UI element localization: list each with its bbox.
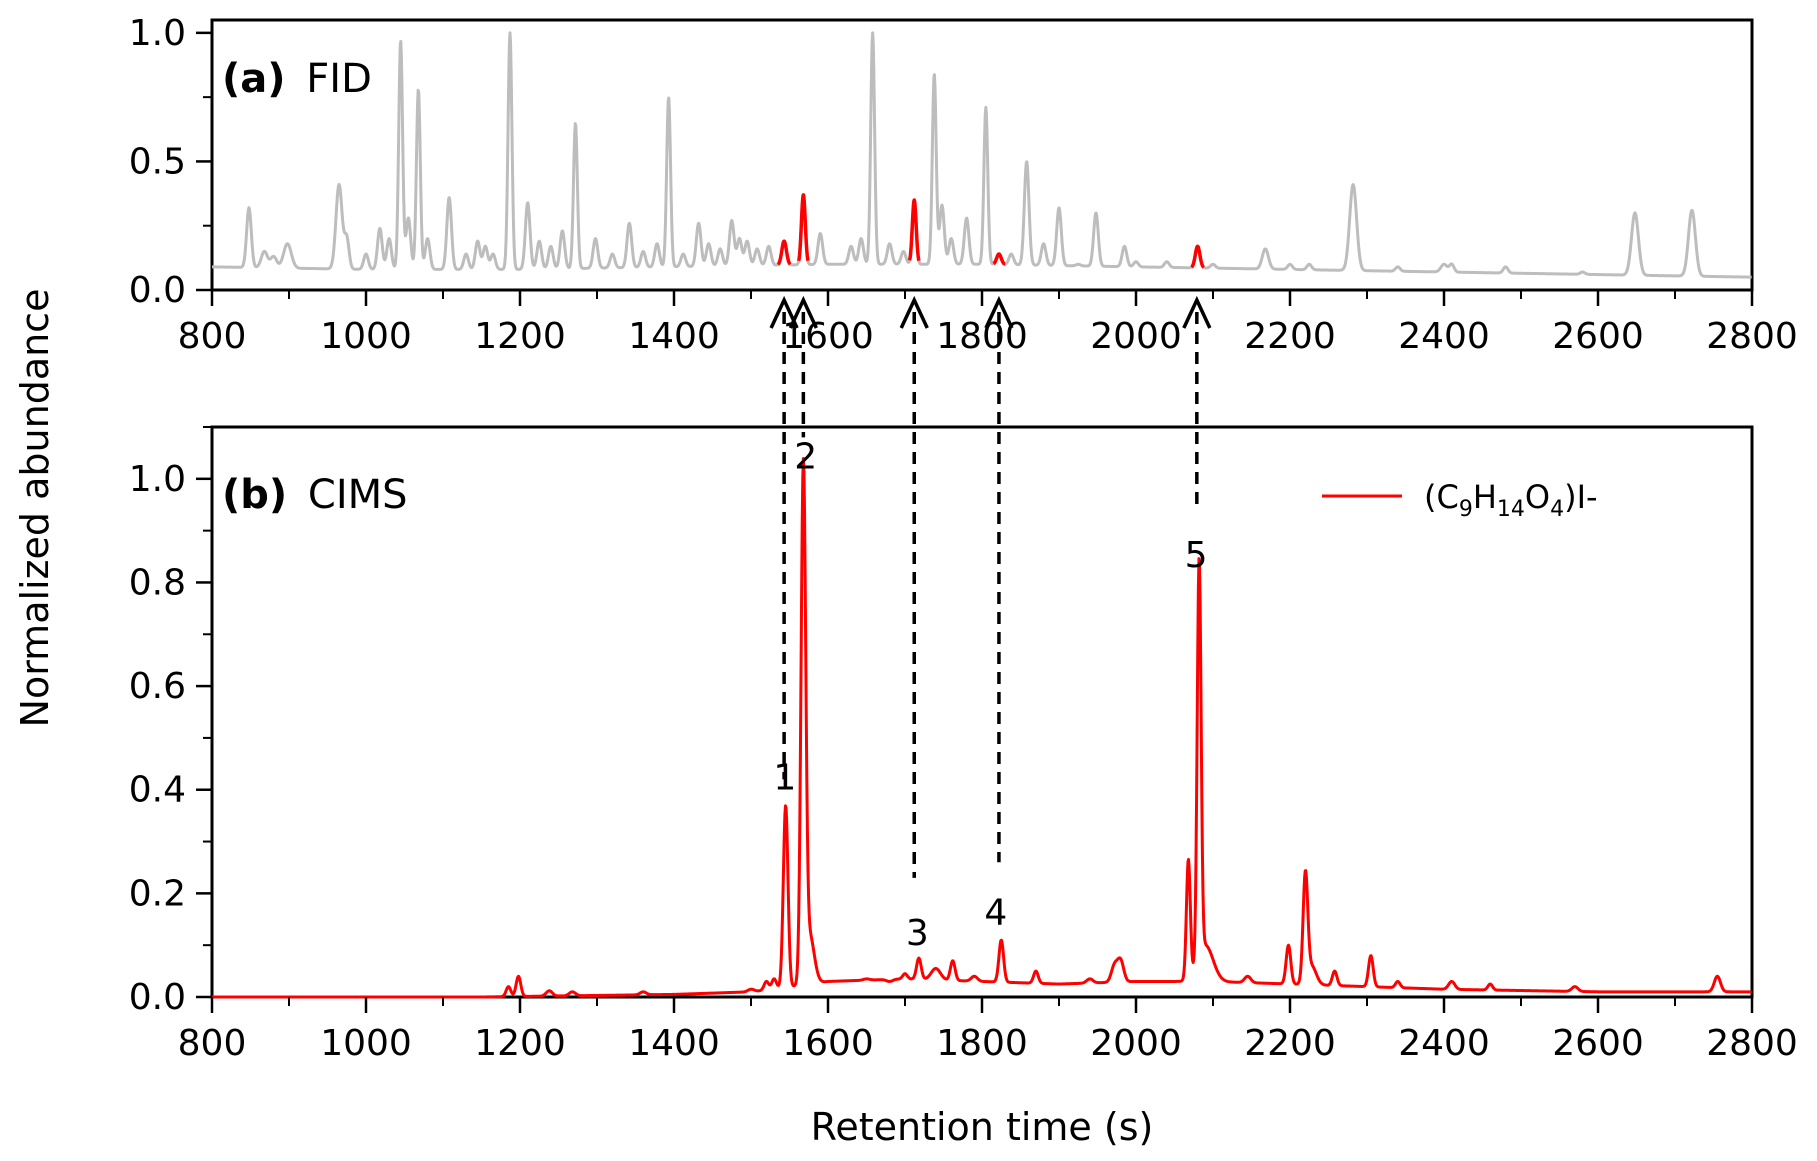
peak-label-2: 2	[794, 436, 817, 477]
cims-x-axis: 800 1000 1200 1400 1600 1800 2000 2200 2400 2600 2…	[178, 997, 1798, 1064]
a-y-tick-label-1: 0.5	[129, 141, 186, 182]
fid-panel-tag: (a)	[222, 56, 286, 102]
b-x-tick-label-1: 1000	[320, 1023, 412, 1064]
fid-x-axis: 800 1000 1200 1400 1600 1800 2000 2200 2400 2600 2…	[178, 290, 1798, 357]
link-arrowhead-5	[1182, 295, 1212, 329]
cims-panel-label: (b) CIMS	[222, 472, 408, 518]
b-x-tick-label-4: 1600	[782, 1023, 874, 1064]
link-arrowhead-4	[984, 295, 1014, 329]
fid-series-line	[211, 31, 1753, 279]
legend-label: (C9H14O4)I-	[1424, 478, 1598, 522]
b-y-tick-label-4: 0.8	[129, 562, 186, 603]
fid-panel-name: FID	[306, 56, 372, 102]
a-x-tick-label-10: 2800	[1706, 316, 1798, 357]
b-y-tick-label-0: 0.0	[129, 977, 186, 1018]
b-x-tick-label-2: 1200	[474, 1023, 566, 1064]
fid-series-group	[211, 31, 1753, 279]
a-x-tick-label-4: 1600	[782, 316, 874, 357]
x-axis-title: Retention time (s)	[811, 1105, 1154, 1149]
a-x-tick-label-3: 1400	[628, 316, 720, 357]
fid-highlight-peak-5	[1190, 244, 1206, 269]
b-x-tick-label-0: 800	[178, 1023, 247, 1064]
fid-highlight-peak-1	[776, 239, 792, 266]
a-x-tick-label-1: 1000	[320, 316, 412, 357]
b-x-tick-label-5: 1800	[936, 1023, 1028, 1064]
peak-link-arrows	[769, 295, 1212, 878]
cims-series-line	[211, 457, 1753, 999]
link-arrowhead-3	[899, 295, 929, 329]
a-x-tick-label-9: 2600	[1552, 316, 1644, 357]
link-arrowhead-2	[788, 295, 818, 329]
b-x-tick-label-9: 2600	[1552, 1023, 1644, 1064]
legend-c-sub: 9	[1459, 497, 1473, 522]
a-x-tick-label-2: 1200	[474, 316, 566, 357]
peak-label-4: 4	[984, 892, 1007, 933]
cims-peak-labels: 12345	[773, 436, 1207, 954]
fid-highlight-peak-2	[797, 193, 810, 262]
cims-panel: 0.0 0.2 0.4 0.6 0.8 1.0 800 1000 1200 1400 1600 18…	[129, 425, 1798, 1064]
y-axis-title: Normalized abundance	[13, 289, 57, 728]
legend-o-sub: 4	[1550, 497, 1564, 522]
b-y-tick-label-1: 0.2	[129, 873, 186, 914]
b-x-tick-label-3: 1400	[628, 1023, 720, 1064]
a-x-tick-label-0: 800	[178, 316, 247, 357]
b-y-tick-label-5: 1.0	[129, 459, 186, 500]
legend-h-sub: 14	[1497, 497, 1525, 522]
b-x-tick-label-10: 2800	[1706, 1023, 1798, 1064]
b-y-tick-label-3: 0.6	[129, 666, 186, 707]
legend-h: H	[1473, 478, 1497, 516]
peak-label-5: 5	[1185, 535, 1208, 576]
a-x-tick-label-6: 2000	[1090, 316, 1182, 357]
fid-panel: 0.0 0.5 1.0 800 1000 1200 1400 1600 1800 2000 220…	[129, 13, 1798, 357]
b-x-tick-label-6: 2000	[1090, 1023, 1182, 1064]
a-y-tick-label-2: 1.0	[129, 13, 186, 54]
legend-suffix: )I-	[1564, 478, 1597, 516]
a-y-tick-label-0: 0.0	[129, 270, 186, 311]
fid-highlight-peak-3	[907, 198, 921, 261]
cims-series-group	[211, 457, 1753, 999]
a-x-tick-label-8: 2400	[1398, 316, 1490, 357]
fid-panel-label: (a) FID	[222, 56, 372, 102]
cims-legend: (C9H14O4)I-	[1322, 478, 1598, 522]
fid-highlight-peak-4	[992, 252, 1007, 266]
cims-panel-tag: (b)	[222, 472, 287, 518]
legend-o: O	[1525, 478, 1550, 516]
b-x-tick-label-8: 2400	[1398, 1023, 1490, 1064]
b-x-tick-label-7: 2200	[1244, 1023, 1336, 1064]
peak-label-3: 3	[906, 913, 929, 954]
legend-open: (C	[1424, 478, 1459, 516]
b-y-tick-label-2: 0.4	[129, 770, 186, 811]
cims-panel-name: CIMS	[308, 472, 408, 518]
a-x-tick-label-5: 1800	[936, 316, 1028, 357]
a-x-tick-label-7: 2200	[1244, 316, 1336, 357]
fid-y-axis: 0.0 0.5 1.0	[129, 13, 212, 311]
cims-y-axis: 0.0 0.2 0.4 0.6 0.8 1.0	[129, 426, 212, 1018]
